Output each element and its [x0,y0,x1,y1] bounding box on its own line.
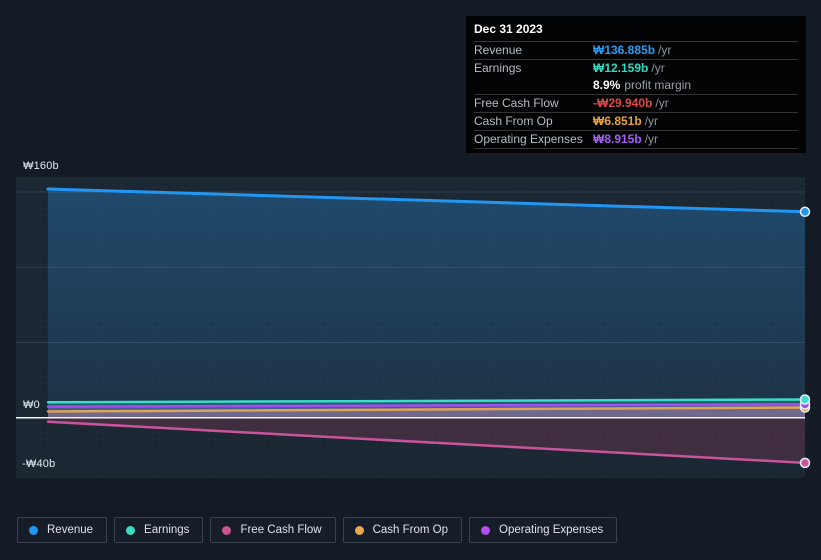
y-axis-label-min: -₩40b [22,458,56,470]
tooltip-label: Cash From Op [474,114,553,128]
tooltip-label: Free Cash Flow [474,96,559,110]
tooltip-label: Earnings [474,61,522,75]
tooltip-value: ₩12.159b [593,61,649,75]
chart-legend: Revenue Earnings Free Cash Flow Cash Fro… [17,517,618,543]
revenue-dot-icon [29,525,38,535]
tooltip-label: Operating Expenses [474,132,583,146]
legend-item-label: Free Cash Flow [240,524,322,536]
legend-item-label: Cash From Op [372,524,449,536]
free-cash-flow-dot-icon [222,525,232,535]
earnings-dot-icon [126,525,136,535]
operating-expenses-dot-icon [481,525,491,535]
tooltip-row-operating-expenses: Operating Expenses ₩8.915b/yr [474,131,798,149]
profit-margin-value: 8.9% [593,78,621,92]
cash-from-op-dot-icon [354,525,364,535]
tooltip-row-free-cash-flow: Free Cash Flow -₩29.940b/yr [474,95,798,113]
tooltip-value: ₩6.851b [593,114,642,128]
chart-svg[interactable] [16,177,811,478]
legend-item-free-cash-flow[interactable]: Free Cash Flow [210,517,336,543]
legend-item-label: Operating Expenses [499,524,604,536]
tooltip-unit: /yr [651,61,665,75]
tooltip-label: Revenue [474,43,523,57]
legend-item-revenue[interactable]: Revenue [17,517,108,543]
tooltip-date: Dec 31 2023 [474,16,798,42]
profit-margin-line: 8.9% profit margin [593,77,798,94]
profit-margin-label: profit margin [624,78,692,92]
tooltip-value: ₩8.915b [593,132,642,146]
tooltip-value: ₩136.885b [593,43,656,57]
tooltip-row-revenue: Revenue ₩136.885b/yr [474,42,798,60]
tooltip-unit: /yr [644,114,659,128]
tooltip-row-cash-from-op: Cash From Op ₩6.851b/yr [474,113,798,131]
y-axis-label-max: ₩160b [23,160,59,172]
tooltip-value: -₩29.940b [593,96,653,110]
legend-item-label: Revenue [47,524,94,536]
legend-item-earnings[interactable]: Earnings [114,517,204,543]
tooltip-unit: /yr [644,132,659,146]
legend-item-label: Earnings [144,524,190,536]
legend-item-cash-from-op[interactable]: Cash From Op [342,517,463,543]
tooltip-unit: /yr [658,43,672,57]
tooltip-unit: /yr [655,96,669,110]
tooltip-row-earnings: Earnings ₩12.159b/yr 8.9% profit margin [474,60,798,95]
legend-item-operating-expenses[interactable]: Operating Expenses [469,517,618,543]
y-axis-label-zero: ₩0 [23,399,40,411]
chart-tooltip: Dec 31 2023 Revenue ₩136.885b/yr Earning… [466,16,806,153]
